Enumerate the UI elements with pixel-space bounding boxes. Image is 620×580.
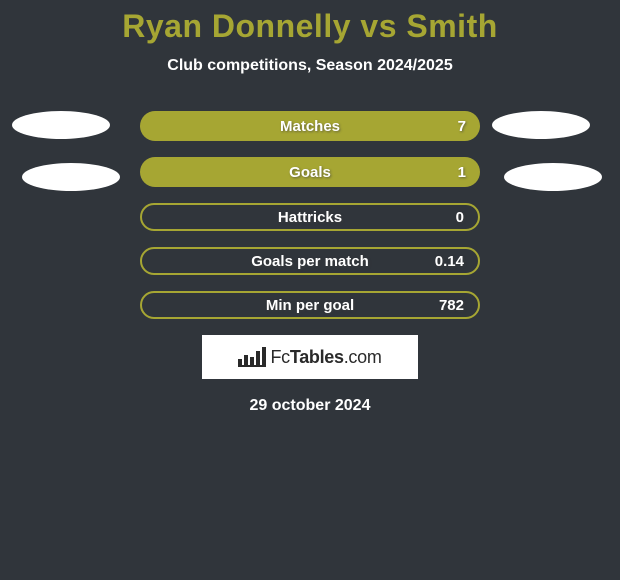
stat-value: 0.14 [435, 253, 464, 270]
stat-value: 0 [456, 209, 464, 226]
player2-name: Smith [406, 8, 497, 44]
footer-date: 29 october 2024 [0, 397, 620, 415]
stat-label: Min per goal [266, 297, 354, 314]
logo-suffix: .com [344, 347, 382, 367]
logo-box: FcTables.com [202, 335, 418, 379]
vs-separator: vs [351, 8, 406, 44]
stat-row: Matches 7 [140, 111, 480, 141]
stat-value: 1 [458, 164, 466, 181]
stat-row: Hattricks 0 [140, 203, 480, 231]
decorative-ellipse [12, 111, 110, 139]
subtitle: Club competitions, Season 2024/2025 [0, 57, 620, 75]
logo-bold: Tables [290, 347, 344, 367]
page-title: Ryan Donnelly vs Smith [0, 0, 620, 45]
stat-row: Min per goal 782 [140, 291, 480, 319]
logo-text: FcTables.com [270, 347, 381, 368]
decorative-ellipse [504, 163, 602, 191]
stat-value: 7 [458, 118, 466, 135]
stat-label: Goals [289, 164, 331, 181]
decorative-ellipse [22, 163, 120, 191]
stat-label: Goals per match [251, 253, 369, 270]
decorative-ellipse [492, 111, 590, 139]
stat-label: Hattricks [278, 209, 342, 226]
stats-area: Matches 7 Goals 1 Hattricks 0 Goals per match 0… [0, 111, 620, 319]
player1-name: Ryan Donnelly [122, 8, 351, 44]
stat-value: 782 [439, 297, 464, 314]
stat-label: Matches [280, 118, 340, 135]
stat-bars: Matches 7 Goals 1 Hattricks 0 Goals per match 0… [140, 111, 480, 319]
stat-row: Goals 1 [140, 157, 480, 187]
logo-prefix: Fc [270, 347, 289, 367]
logo-chart-icon [238, 347, 266, 367]
stat-row: Goals per match 0.14 [140, 247, 480, 275]
